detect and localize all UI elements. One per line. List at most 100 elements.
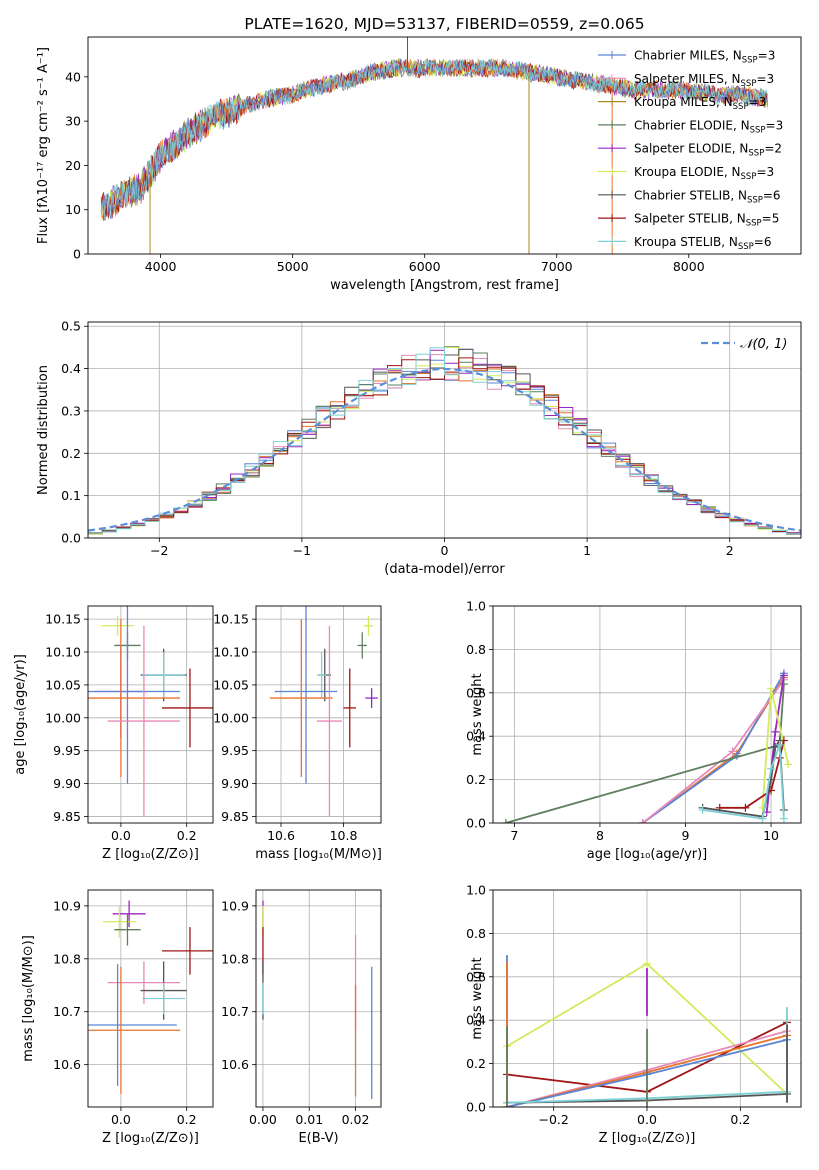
x-tick-label: 0.00 — [249, 1112, 277, 1127]
y-tick-label: 10.9 — [53, 898, 81, 913]
y-tick-label: 10.00 — [213, 710, 249, 725]
mass_vs_z-xlabel: Z [log₁₀(Z/Z⊙)] — [102, 1131, 199, 1146]
spectrum-series-salpeter_stelib — [100, 59, 768, 221]
y-tick-label: 10.10 — [213, 645, 249, 660]
x-tick-label: 8 — [596, 828, 604, 843]
y-tick-label: 1.0 — [466, 883, 486, 898]
y-tick-label: 9.90 — [53, 776, 81, 791]
massweight_vs_age-frame — [492, 605, 802, 824]
massweight_vs_age-xlabel: age [log₁₀(age/yr)] — [587, 847, 708, 862]
spectrum-frame — [87, 36, 802, 255]
residuals-plot-area — [88, 322, 801, 539]
errorbar-point — [357, 632, 367, 659]
y-tick-label: 0.3 — [61, 403, 81, 418]
age_vs_z-frame — [87, 605, 214, 824]
x-tick-label: 0.0 — [637, 1112, 657, 1127]
mass_vs_z-ticks: 0.0 0.2 10.6 10.7 10.8 10.9 — [53, 898, 196, 1127]
y-tick-label: 40 — [65, 69, 81, 84]
x-tick-label: 7000 — [541, 259, 573, 274]
residuals-marks — [88, 346, 801, 537]
x-tick-label: 0.2 — [177, 828, 197, 843]
mass_vs_z-marks — [88, 900, 213, 1094]
age_vs_mass-ticks: 10.6 10.8 9.85 9.90 9.95 10.00 10.05 10.10 10.15 — [213, 612, 357, 843]
age_vs_mass-xlabel: mass [log₁₀(M/M⊙)] — [255, 847, 382, 862]
age_vs_z-marks — [88, 606, 213, 817]
x-tick-label: 0.0 — [111, 828, 131, 843]
series-marker — [775, 740, 784, 749]
legend-entry: Kroupa ELODIE, NSSP=3 — [634, 165, 774, 182]
y-tick-label: 0.0 — [466, 1100, 486, 1115]
age_vs_z-chart: 0.0 0.2 9.85 9.90 9.95 10.00 10.05 10.10 10.15 Z … — [13, 605, 214, 862]
histogram-kroupa_stelib — [88, 347, 801, 537]
x-tick-label: −0.2 — [538, 1112, 568, 1127]
x-tick-label: 7 — [510, 828, 518, 843]
mass_vs_z-chart: 0.0 0.2 10.6 10.7 10.8 10.9 Z [log₁₀(Z/Z⊙)] mas… — [21, 889, 214, 1146]
x-tick-label: 8000 — [673, 259, 705, 274]
legend-entry: Chabrier ELODIE, NSSP=3 — [634, 118, 783, 135]
series-marker — [741, 803, 750, 812]
age_vs_mass-chart: 10.6 10.8 9.85 9.90 9.95 10.00 10.05 10.10 10.15… — [213, 605, 382, 862]
y-tick-label: 10.05 — [45, 677, 81, 692]
y-tick-label: 0.0 — [61, 531, 81, 546]
spectrum-ticks: 4000 5000 6000 7000 8000 0 10 20 30 40 — [65, 69, 705, 274]
y-tick-label: 10.8 — [221, 951, 249, 966]
series-marker — [643, 959, 651, 968]
y-tick-label: 10 — [65, 202, 81, 217]
spectrum-series-kroupa_stelib — [100, 59, 768, 220]
errorbar-point — [274, 606, 338, 784]
mass_vs_ebv-marks — [262, 900, 373, 1100]
mass_vs_z-frame — [87, 889, 214, 1108]
x-tick-label: 0.02 — [342, 1112, 370, 1127]
mass_vs_ebv-chart: 0.00 0.01 0.02 10.6 10.7 10.8 10.9 E(B-V) — [221, 889, 382, 1146]
y-tick-label: 0.6 — [466, 969, 486, 984]
errorbar-point — [363, 615, 374, 636]
age_vs_mass-plot-area — [256, 606, 381, 823]
x-tick-label: 9 — [682, 828, 690, 843]
errorbar-point — [114, 913, 141, 946]
massweight_vs_z-marks — [503, 955, 791, 1107]
y-tick-label: 9.95 — [221, 743, 249, 758]
y-tick-label: 0.1 — [61, 488, 81, 503]
y-tick-label: 10.7 — [221, 1004, 249, 1019]
series-marker — [771, 727, 780, 736]
series-marker — [638, 819, 647, 823]
y-tick-label: 10.00 — [45, 710, 81, 725]
mass_vs_z-ylabel: mass [log₁₀(M/M⊙)] — [21, 935, 36, 1062]
series-marker — [728, 747, 737, 756]
series-marker — [767, 764, 776, 773]
series-marker — [501, 819, 510, 823]
series-marker — [779, 671, 788, 680]
x-tick-label: 0.2 — [730, 1112, 750, 1127]
x-tick-label: 0.01 — [295, 1112, 323, 1127]
series-line-chabrier_stelib — [702, 737, 785, 818]
y-tick-label: 1.0 — [466, 599, 486, 614]
errorbar-point — [102, 905, 136, 938]
y-tick-label: 0.4 — [466, 729, 486, 744]
legend-entry: 𝒩(0, 1) — [740, 337, 787, 352]
x-tick-label: 4000 — [145, 259, 177, 274]
errorbar-point — [88, 966, 181, 1094]
mass_vs_ebv-xlabel: E(B-V) — [298, 1131, 338, 1146]
errorbar-point — [142, 652, 186, 699]
errorbar-point — [142, 982, 186, 1015]
x-tick-label: 6000 — [409, 259, 441, 274]
y-tick-label: 0.4 — [61, 361, 81, 376]
massweight_vs_z-ticks: −0.2 0.0 0.2 0.0 0.2 0.4 0.6 0.8 1.0 — [466, 883, 750, 1128]
errorbar-point — [162, 668, 213, 748]
y-tick-label: 10.10 — [45, 645, 81, 660]
x-tick-label: −2 — [150, 543, 168, 558]
y-tick-label: 10.7 — [53, 1004, 81, 1019]
age_vs_mass-marks — [270, 606, 378, 817]
errorbar-point — [316, 652, 327, 699]
y-tick-label: 0.6 — [466, 685, 486, 700]
y-tick-label: 0.2 — [466, 772, 486, 787]
residuals-ticks: −2 −1 0 1 2 0.0 0.1 0.2 0.3 0.4 0.5 — [61, 319, 734, 558]
legend-entry: Chabrier STELIB, NSSP=6 — [634, 188, 781, 205]
x-tick-label: 0.0 — [111, 1112, 131, 1127]
age_vs_mass-grid — [256, 606, 381, 823]
y-tick-label: 10.6 — [53, 1057, 81, 1072]
y-tick-label: 10.05 — [213, 677, 249, 692]
massweight_vs_age-plot-area — [493, 605, 801, 824]
errorbar-point — [88, 606, 181, 784]
